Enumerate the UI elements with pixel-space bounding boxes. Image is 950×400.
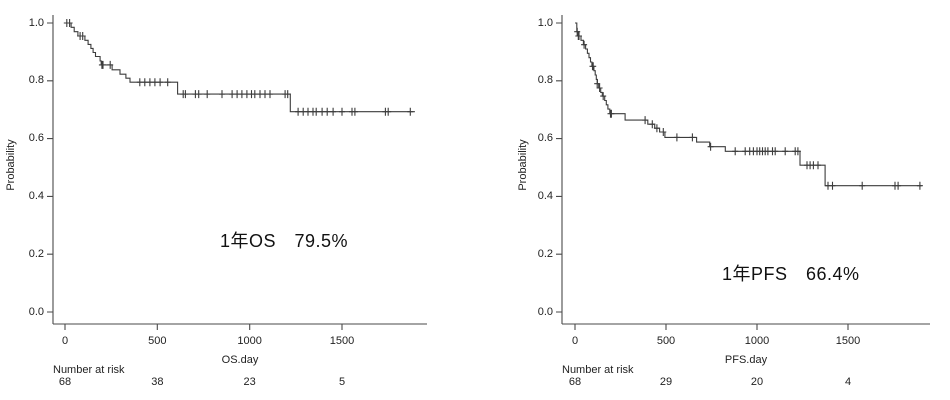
y-tick-label: 0.4 <box>537 189 553 202</box>
pfs-km-plot <box>556 15 930 330</box>
y-tick-label: 0.0 <box>28 305 44 318</box>
pfs-km-chart-panel: Probability PFS.day 1年PFS 66.4% Number a… <box>475 0 950 400</box>
x-tick-label: 500 <box>656 335 676 347</box>
km-curve <box>575 22 922 187</box>
km-curve <box>65 22 415 113</box>
axes <box>556 15 930 330</box>
x-tick-label: 1500 <box>329 335 355 347</box>
x-tick-label: 0 <box>571 335 579 347</box>
y-tick-label: 0.6 <box>537 132 553 145</box>
os-y-axis-title: Probability <box>5 139 17 191</box>
x-tick-label: 0 <box>61 335 69 347</box>
pfs-number-at-risk-label: Number at risk <box>562 364 634 376</box>
pfs-y-axis-title: Probability <box>517 139 529 191</box>
risk-count: 68 <box>568 376 582 388</box>
censor-marks <box>63 19 414 116</box>
risk-count: 20 <box>750 376 764 388</box>
risk-count: 23 <box>243 376 256 388</box>
x-tick-label: 500 <box>148 335 167 347</box>
y-tick-label: 0.2 <box>537 247 553 260</box>
x-tick-label: 1000 <box>237 335 262 347</box>
y-tick-label: 1.0 <box>537 16 553 29</box>
os-x-axis-title: OS.day <box>221 354 259 366</box>
axes <box>47 15 427 330</box>
y-tick-label: 0.8 <box>28 74 44 87</box>
y-tick-label: 0.8 <box>537 74 553 87</box>
y-tick-label: 0.6 <box>28 132 44 145</box>
risk-count: 5 <box>338 376 346 388</box>
y-tick-label: 0.4 <box>28 189 44 202</box>
y-tick-label: 1.0 <box>28 16 44 29</box>
y-tick-label: 0.2 <box>28 247 44 260</box>
risk-count: 68 <box>58 376 72 388</box>
pfs-x-axis-title: PFS.day <box>724 354 768 366</box>
risk-count: 29 <box>659 376 673 388</box>
risk-count: 38 <box>151 376 164 388</box>
pfs-one-year-annotation: 1年PFS 66.4% <box>722 264 860 284</box>
y-tick-label: 0.0 <box>537 305 553 318</box>
x-tick-label: 1000 <box>744 335 770 347</box>
os-one-year-annotation: 1年OS 79.5% <box>220 231 349 251</box>
censor-marks <box>574 27 923 190</box>
x-tick-label: 1500 <box>835 335 861 347</box>
risk-count: 4 <box>844 376 852 388</box>
os-number-at-risk-label: Number at risk <box>53 364 125 376</box>
os-km-chart-panel: Probability OS.day 1年OS 79.5% Number at … <box>5 15 427 388</box>
os-km-plot <box>47 15 427 330</box>
